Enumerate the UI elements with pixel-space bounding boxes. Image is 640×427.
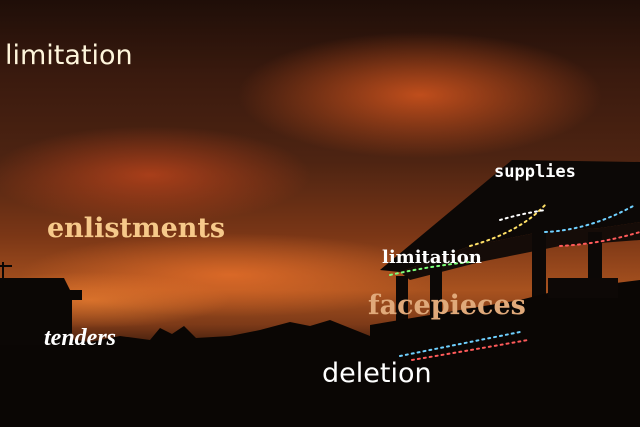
overlay-word: supplies — [494, 162, 576, 182]
overlay-word: enlistments — [47, 213, 226, 244]
overlay-word: tenders — [44, 325, 116, 351]
overlay-word: deletion — [322, 358, 432, 389]
overlay-word: limitation — [5, 40, 133, 71]
overlay-word: limitation — [382, 247, 482, 268]
overlay-word: facepieces — [368, 290, 526, 321]
